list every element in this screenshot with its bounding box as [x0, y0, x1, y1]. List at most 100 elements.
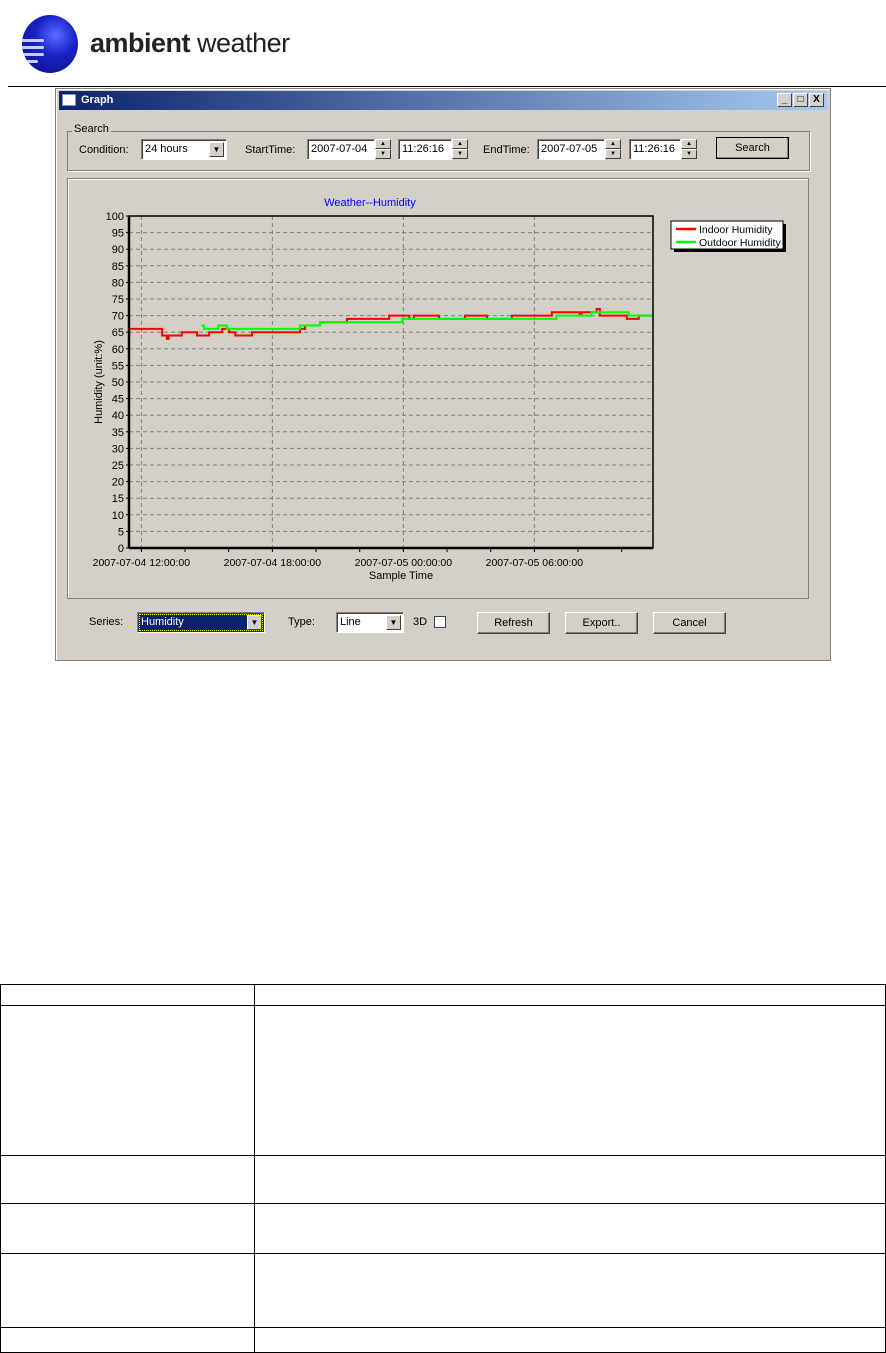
header-divider — [8, 86, 886, 87]
minimize-button[interactable]: _ — [777, 93, 792, 107]
series-dropdown[interactable]: Humidity ▼ — [137, 612, 265, 633]
spin-up-icon[interactable]: ▲ — [681, 139, 697, 149]
data-point — [166, 338, 168, 340]
export-button[interactable]: Export.. — [565, 612, 638, 634]
brand-bold: ambient — [90, 28, 191, 58]
window-icon — [62, 94, 76, 106]
chevron-down-icon[interactable]: ▼ — [209, 142, 224, 157]
3d-checkbox[interactable] — [434, 616, 446, 628]
x-tick-label: 2007-07-04 18:00:00 — [224, 557, 322, 569]
table-cell — [0, 984, 255, 1006]
table-row — [0, 1203, 886, 1254]
humidity-chart: 0 5 10 15 20 25 30 35 40 45 50 55 60 65 70 75 80 85 90 95 10… — [93, 197, 786, 582]
type-dropdown[interactable]: Line ▼ — [336, 612, 404, 633]
end-date-input[interactable]: 2007-07-05 — [537, 139, 605, 160]
x-axis-label: Sample Time — [369, 570, 433, 582]
ambient-weather-logo-icon — [22, 15, 78, 73]
end-time-spinner[interactable]: ▲ ▼ — [681, 139, 697, 160]
end-time-label: EndTime: — [483, 144, 530, 156]
table-cell — [0, 1155, 255, 1204]
close-button[interactable]: X — [809, 93, 824, 107]
data-point — [208, 331, 210, 333]
y-tick-label: 30 — [112, 443, 124, 455]
y-tick-label: 75 — [112, 294, 124, 306]
refresh-button[interactable]: Refresh — [477, 612, 550, 634]
data-point — [226, 328, 228, 330]
x-tick-label: 2007-07-04 12:00:00 — [93, 557, 191, 569]
spin-down-icon[interactable]: ▼ — [452, 149, 468, 159]
spin-up-icon[interactable]: ▲ — [452, 139, 468, 149]
spin-up-icon[interactable]: ▲ — [375, 139, 391, 149]
data-point — [511, 314, 513, 317]
y-tick-label: 65 — [112, 327, 124, 339]
table-cell — [254, 1327, 886, 1353]
y-tick-label: 15 — [112, 493, 124, 505]
spin-down-icon[interactable]: ▼ — [375, 149, 391, 159]
series-line-indoor — [129, 307, 653, 340]
condition-label: Condition: — [79, 144, 129, 156]
title-bar[interactable]: Graph _ □ X — [59, 91, 827, 110]
table-cell — [0, 1253, 255, 1328]
data-point — [217, 324, 219, 327]
legend-box — [670, 220, 784, 250]
y-tick-label: 20 — [112, 477, 124, 489]
data-point — [595, 308, 598, 310]
table-cell — [0, 1327, 255, 1353]
table-cell — [254, 1203, 886, 1254]
data-point — [228, 331, 230, 333]
data-point — [413, 314, 415, 317]
maximize-button[interactable]: □ — [793, 93, 808, 107]
condition-value: 24 hours — [145, 143, 188, 155]
data-point — [196, 334, 198, 337]
spin-up-icon[interactable]: ▲ — [605, 139, 621, 149]
series-value: Humidity — [141, 616, 184, 628]
end-time-input[interactable]: 11:26:16 — [629, 139, 681, 160]
table-row — [0, 1253, 886, 1328]
series-label: Series: — [89, 616, 124, 628]
3d-label: 3D — [413, 616, 428, 628]
start-time-spinner[interactable]: ▲ ▼ — [452, 139, 468, 160]
data-point — [401, 318, 404, 320]
data-point — [234, 334, 237, 337]
graph-window: Graph _ □ X Search Condition: 24 hours ▼ … — [55, 88, 831, 661]
search-group-label: Search — [72, 123, 111, 135]
table-row — [0, 984, 886, 1006]
data-point — [388, 314, 390, 317]
legend-label: Outdoor Humidity — [699, 237, 781, 249]
y-tick-label: 80 — [112, 277, 124, 289]
start-time-input[interactable]: 11:26:16 — [398, 139, 452, 160]
chart-title: Weather--Humidity — [324, 197, 416, 209]
legend-label: Indoor Humidity — [699, 224, 773, 236]
spin-down-icon[interactable]: ▼ — [681, 149, 697, 159]
type-label: Type: — [288, 616, 315, 628]
y-axis-label: Humidity (unit:%) — [93, 340, 105, 424]
chart-panel: 0 5 10 15 20 25 30 35 40 45 50 55 60 65 70 75 80 85 90 95 10… — [67, 178, 809, 599]
description-table — [0, 984, 886, 1353]
chevron-down-icon[interactable]: ▼ — [386, 615, 401, 630]
x-tick-label: 2007-07-05 00:00:00 — [355, 557, 453, 569]
y-tick-label: 100 — [106, 211, 124, 223]
data-point — [201, 324, 203, 327]
data-point — [299, 324, 301, 327]
start-date-spinner[interactable]: ▲ ▼ — [375, 139, 391, 160]
data-point — [167, 334, 170, 337]
data-point — [251, 331, 253, 333]
spin-down-icon[interactable]: ▼ — [605, 149, 621, 159]
condition-dropdown[interactable]: 24 hours ▼ — [141, 139, 227, 160]
y-tick-label: 25 — [112, 460, 124, 472]
start-time-label: StartTime: — [245, 144, 296, 156]
table-cell — [0, 1005, 255, 1156]
start-date-input[interactable]: 2007-07-04 — [307, 139, 375, 160]
table-cell — [0, 1203, 255, 1254]
data-point — [180, 331, 183, 333]
table-cell — [254, 1253, 886, 1328]
end-date-spinner[interactable]: ▲ ▼ — [605, 139, 621, 160]
chevron-down-icon[interactable]: ▼ — [247, 615, 262, 630]
cancel-button[interactable]: Cancel — [653, 612, 726, 634]
data-point — [626, 318, 628, 320]
search-button[interactable]: Search — [716, 137, 789, 159]
data-point — [590, 311, 593, 314]
data-point — [464, 314, 466, 317]
y-tick-label: 90 — [112, 244, 124, 256]
data-point — [346, 318, 348, 320]
